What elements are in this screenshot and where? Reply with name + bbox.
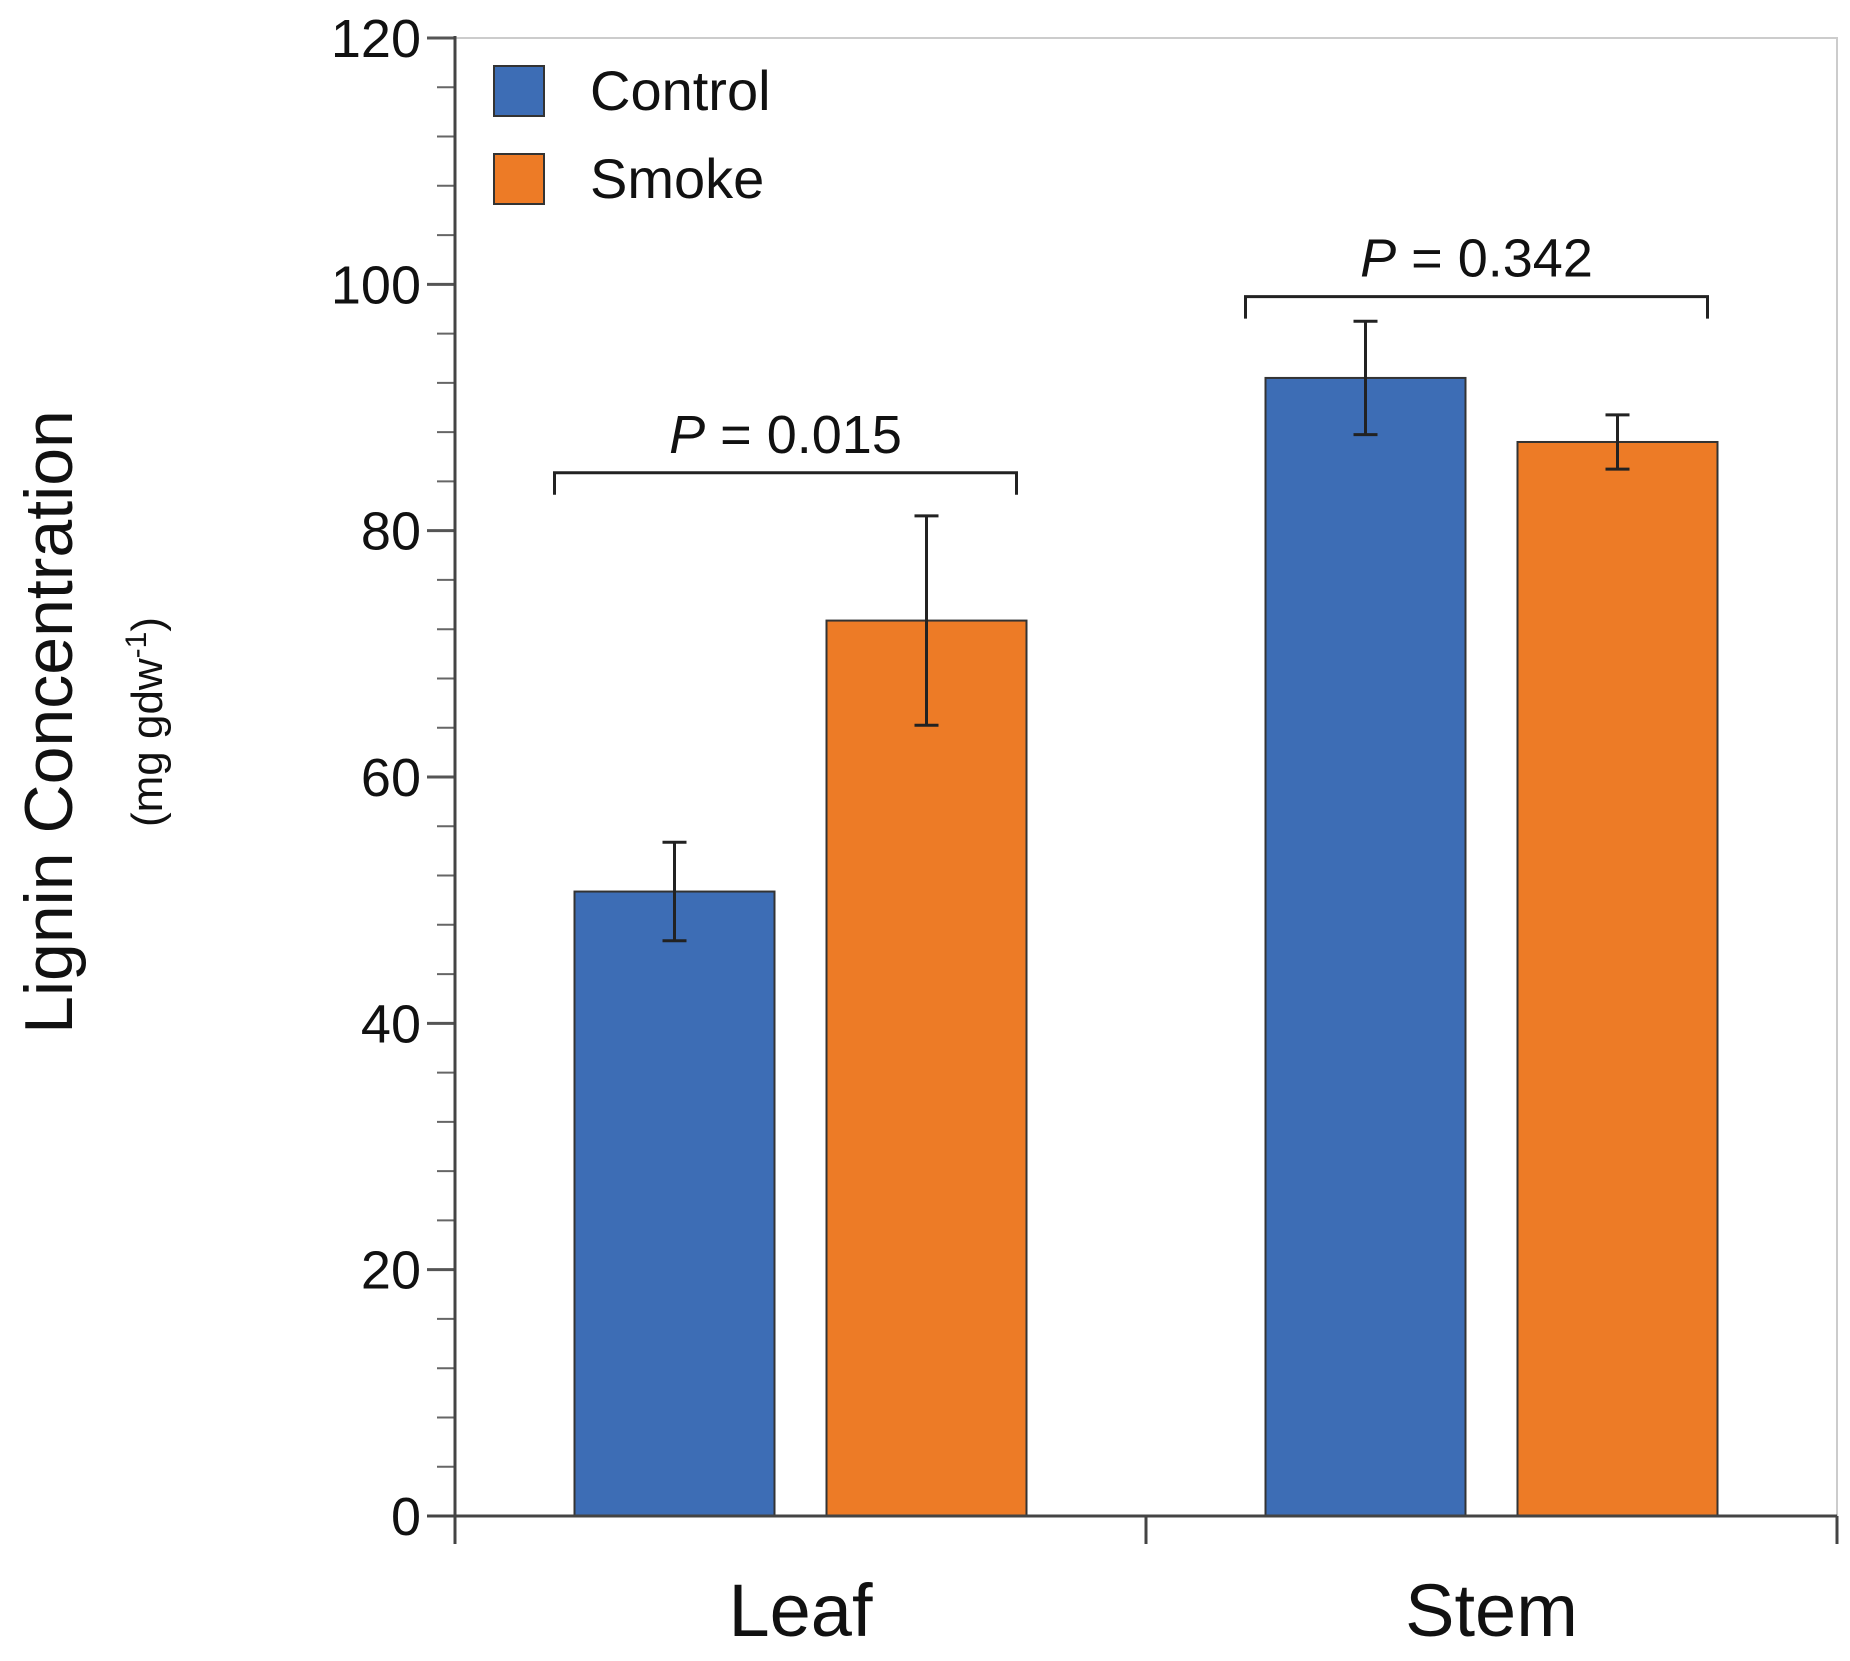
bar-control-stem [1264, 376, 1467, 1518]
y-tick-label: 120 [331, 9, 421, 69]
significance-bracket [1244, 295, 1709, 319]
p-value-label: P = 0.342 [1360, 229, 1593, 289]
bar-control-leaf [573, 890, 776, 1517]
x-category-label: Stem [1405, 1569, 1578, 1652]
y-tick-label: 80 [361, 502, 421, 562]
p-value-label: P = 0.015 [669, 405, 902, 465]
y-axis-unit-suffix: ) [123, 617, 172, 632]
y-axis-title: Lignin Concentration [11, 410, 87, 1034]
y-tick-label: 0 [391, 1487, 421, 1547]
legend-label-smoke: Smoke [590, 147, 764, 210]
bar-smoke-leaf [825, 619, 1028, 1517]
legend-swatch-control [493, 65, 545, 117]
y-tick-label: 20 [361, 1241, 421, 1301]
y-tick-label: 60 [361, 748, 421, 808]
p-value: = 0.342 [1396, 229, 1593, 289]
y-axis-unit: (mg gdw-1) [120, 617, 173, 827]
p-symbol: P [1360, 229, 1396, 289]
significance-bracket [553, 471, 1018, 495]
p-value: = 0.015 [705, 405, 902, 465]
y-tick-label: 40 [361, 994, 421, 1054]
legend-label-control: Control [590, 59, 771, 122]
p-symbol: P [669, 405, 705, 465]
y-axis-unit-prefix: (mg gdw [123, 658, 172, 827]
legend-swatch-smoke [493, 153, 545, 205]
y-tick-label: 100 [331, 255, 421, 315]
x-category-label: Leaf [728, 1569, 872, 1652]
y-axis-unit-superscript: -1 [120, 632, 153, 659]
bar-smoke-stem [1516, 440, 1719, 1517]
